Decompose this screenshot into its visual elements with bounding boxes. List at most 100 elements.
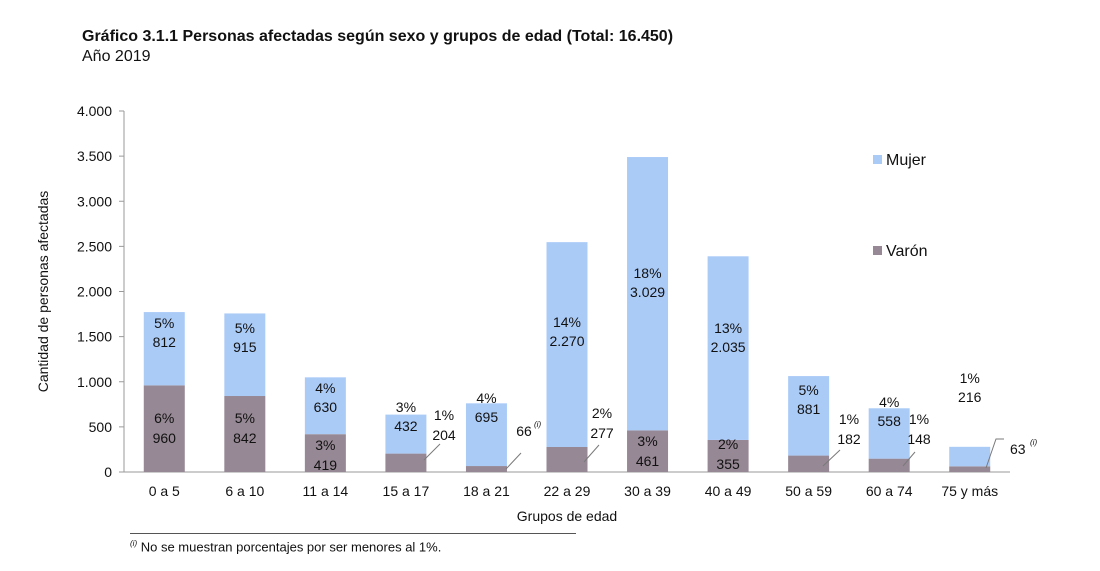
callout-leader — [985, 438, 1004, 469]
footnote-marker: (i) — [130, 539, 138, 548]
pct-label-varon: 6% — [154, 410, 174, 426]
pct-label-mujer: 14% — [553, 314, 581, 330]
value-label-mujer: 630 — [314, 399, 338, 415]
callout-leader — [505, 452, 522, 470]
x-tick-label: 50 a 59 — [785, 483, 832, 499]
footnote-text: No se muestran porcentajes por ser menor… — [140, 539, 442, 555]
value-label-mujer: 915 — [233, 339, 257, 355]
value-label-varon: 461 — [636, 453, 660, 469]
value-label-mujer: 695 — [475, 409, 499, 425]
bar-mujer — [465, 403, 507, 467]
x-axis-title: Grupos de edad — [517, 508, 617, 524]
pct-label-varon: 1% — [839, 411, 859, 427]
chart-title: Gráfico 3.1.1 Personas afectadas según s… — [82, 28, 674, 45]
pct-label-mujer: 5% — [154, 315, 174, 331]
bar-varon — [788, 455, 830, 472]
x-tick-label: 60 a 74 — [866, 483, 913, 499]
x-tick-label: 75 y más — [941, 483, 998, 499]
value-label-varon: 182 — [837, 431, 861, 447]
legend-swatch-mujer — [873, 155, 882, 164]
y-tick-label: 2.500 — [77, 238, 112, 254]
value-label-varon: 960 — [153, 430, 177, 446]
callout-leader — [902, 451, 916, 467]
x-tick-label: 15 a 17 — [383, 483, 430, 499]
legend-swatch-varon — [873, 246, 882, 255]
bar-mujer — [304, 377, 346, 435]
value-label-varon: 148 — [907, 431, 931, 447]
legend-label-mujer: Mujer — [886, 152, 927, 169]
pct-label-varon: 2% — [592, 405, 612, 421]
value-label-mujer: 432 — [394, 418, 418, 434]
bar-varon — [546, 447, 588, 472]
value-label-varon: 66 — [516, 423, 532, 439]
value-label-mujer: 2.035 — [711, 339, 746, 355]
bar-varon — [868, 458, 910, 472]
value-label-varon: 842 — [233, 430, 257, 446]
bar-mujer — [546, 242, 588, 448]
bar-varon — [143, 385, 185, 472]
bar-varon — [627, 430, 669, 472]
pct-label-varon: 2% — [718, 436, 738, 452]
pct-label-varon: 3% — [315, 437, 335, 453]
y-tick-label: 3.000 — [77, 193, 112, 209]
y-tick-label: 1.000 — [77, 374, 112, 390]
value-label-mujer: 558 — [878, 413, 902, 429]
callout-leader — [583, 444, 600, 463]
footnote-mark: (i) — [1030, 438, 1037, 447]
value-label-mujer: 216 — [958, 389, 982, 405]
footnote-mark: (i) — [534, 420, 541, 429]
pct-label-mujer: 4% — [879, 394, 899, 410]
pct-label-mujer: 3% — [396, 399, 416, 415]
bar-varon — [385, 453, 427, 472]
pct-label-mujer: 13% — [714, 320, 742, 336]
value-label-varon: 419 — [314, 457, 338, 473]
bar-mujer — [707, 256, 749, 440]
y-tick-label: 0 — [104, 464, 112, 480]
x-tick-label: 0 a 5 — [149, 483, 180, 499]
y-tick-label: 4.000 — [77, 103, 112, 119]
pct-label-varon: 1% — [909, 411, 929, 427]
bar-mujer — [627, 157, 669, 431]
pct-label-varon: 3% — [637, 433, 657, 449]
x-tick-label: 30 a 39 — [624, 483, 671, 499]
x-tick-label: 40 a 49 — [705, 483, 752, 499]
pct-label-mujer: 5% — [799, 382, 819, 398]
legend-label-varon: Varón — [886, 243, 928, 260]
pct-label-mujer: 5% — [235, 320, 255, 336]
footnote: (i) No se muestran porcentajes por ser m… — [130, 539, 441, 554]
bar-varon — [949, 466, 991, 472]
y-tick-label: 1.500 — [77, 329, 112, 345]
bar-varon — [465, 466, 507, 472]
footnote-divider — [130, 533, 576, 534]
value-label-mujer: 881 — [797, 401, 821, 417]
pct-label-varon: 1% — [434, 407, 454, 423]
x-tick-label: 18 a 21 — [463, 483, 510, 499]
x-tick-label: 22 a 29 — [544, 483, 591, 499]
x-tick-label: 6 a 10 — [225, 483, 264, 499]
bar-varon — [707, 439, 749, 472]
pct-label-mujer: 4% — [315, 380, 335, 396]
value-label-varon: 204 — [432, 427, 456, 443]
bar-mujer — [788, 376, 830, 456]
bar-mujer — [143, 312, 185, 386]
y-tick-label: 500 — [89, 419, 113, 435]
bar-mujer — [385, 414, 427, 454]
bar-mujer — [868, 408, 910, 459]
callout-leader — [423, 443, 441, 461]
bar-mujer — [224, 313, 266, 397]
bar-varon — [224, 396, 266, 472]
y-tick-label: 3.500 — [77, 148, 112, 164]
value-label-mujer: 812 — [153, 334, 177, 350]
pct-label-varon: 5% — [235, 410, 255, 426]
callout-leader — [822, 449, 841, 467]
pct-label-mujer: 4% — [476, 390, 496, 406]
bar-mujer — [949, 446, 991, 467]
bar-varon — [304, 434, 346, 472]
pct-label-mujer: 18% — [634, 265, 662, 281]
value-label-mujer: 3.029 — [630, 284, 665, 300]
chart-subtitle: Año 2019 — [82, 48, 151, 65]
y-tick-label: 2.000 — [77, 284, 112, 300]
value-label-varon: 277 — [590, 425, 614, 441]
value-label-mujer: 2.270 — [549, 333, 584, 349]
